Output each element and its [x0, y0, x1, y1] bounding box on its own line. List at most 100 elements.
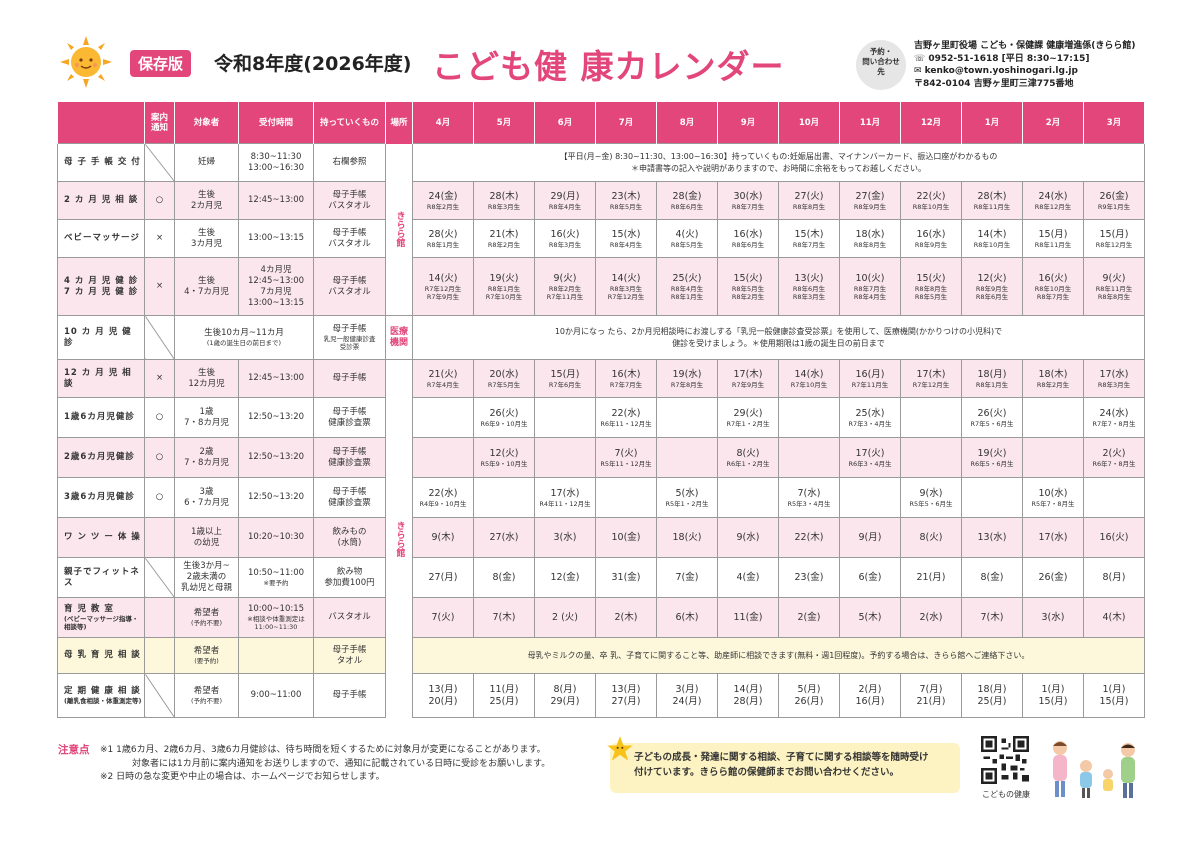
date-text: 25(水) [855, 407, 885, 419]
birth-month-text: R8年6月生 [670, 202, 704, 211]
time-cell: 12:50~13:20 [238, 437, 314, 478]
date-text: 27(水) [489, 531, 519, 543]
date-text: 19(火) [977, 447, 1007, 459]
date-text: 28(金) [672, 190, 702, 202]
date-text: 16(火) [550, 228, 580, 240]
notice-cell [144, 315, 175, 360]
birth-month-text: R8年9月生 [853, 202, 887, 211]
place-cell: きらら館 [385, 359, 413, 718]
column-header: 4月 [412, 101, 474, 144]
contact-info: 吉野ヶ里町役場 こども・保健課 健康増進係(きらら館) ☏ 0952-51-161… [914, 40, 1136, 90]
month-cell: 12(火) R8年9月生 R8年6月生 [961, 257, 1023, 316]
items-cell: 飲み物 参加費100円 [313, 557, 386, 598]
month-cell: 14(月) 28(月) [717, 673, 779, 718]
month-cell [412, 437, 474, 478]
row-name-text: 定 期 健 康 相 談 [64, 686, 141, 696]
month-cell: 7(火) R5年11・12月生 [595, 437, 657, 478]
keep-badge: 保存版 [130, 50, 192, 77]
birth-month-text: R7年5・6月生 [970, 419, 1014, 428]
table-row: 母 子 手 帳 交 付妊婦 8:30~11:30 13:00~16:30 右欄参照き… [57, 143, 1145, 316]
birth-month-text: R8年8月生 [792, 202, 826, 211]
date-text: 14(木) [977, 228, 1007, 240]
birth-month-text: R8年3月生 [1097, 380, 1131, 389]
date-text: 18(月) 25(月) [977, 683, 1007, 707]
target-cell: 生後3か月~ 2歳未満の 乳幼児と母親 [174, 557, 239, 598]
time-cell: 10:00~10:15 ※相談や体重測定は11:00~11:30 [238, 597, 314, 638]
row-name: 3歳6カ月児健診 [57, 477, 145, 518]
month-cell: 8(火) R6年1・2月生 [717, 437, 779, 478]
contact-circle-line: 問い合わせ [862, 57, 900, 66]
contact-circle: 予約・ 問い合わせ先 [856, 40, 906, 90]
time-sub: ※要予約 [263, 579, 289, 587]
month-cell [778, 397, 840, 438]
month-cell: 13(水) [961, 517, 1023, 558]
birth-month-text: R8年1月生 [426, 240, 460, 249]
month-cell: 2 (火) [534, 597, 596, 638]
month-cell: 8(金) [961, 557, 1023, 598]
date-text: 8(金) [492, 571, 516, 583]
date-text: 18(木) [1038, 368, 1068, 380]
birth-month-text: R5年7・8月生 [1031, 499, 1075, 508]
date-text: 22(水) [611, 407, 641, 419]
month-cell [473, 477, 535, 518]
birth-month-text: R8年3月生 R7年12月生 [607, 284, 645, 301]
month-cell: 17(木) R7年12月生 [900, 359, 962, 398]
date-text: 11(金) [733, 611, 763, 623]
month-cell: 18(月) 25(月) [961, 673, 1023, 718]
row-name-text: 育 児 教 室 [64, 604, 114, 614]
month-cell: 2(金) [778, 597, 840, 638]
date-text: 8(月) 29(月) [550, 683, 580, 707]
month-cell: 8(金) [473, 557, 535, 598]
month-cell: 15(水) R8年4月生 [595, 219, 657, 258]
date-text: 2(水) [919, 611, 943, 623]
month-cell: 24(水) R8年12月生 [1022, 181, 1084, 220]
date-text: 29(月) [550, 190, 580, 202]
fiscal-year: 令和8年度(2026年度) [214, 53, 412, 75]
time-cell: 9:00~11:00 [238, 673, 314, 718]
month-cell: 21(木) R8年2月生 [473, 219, 535, 258]
date-text: 1(月) 15(月) [1038, 683, 1068, 707]
date-text: 2(火) [1102, 447, 1126, 459]
birth-month-text: R8年6月生 R8年3月生 [792, 284, 826, 301]
date-text: 15(月) [550, 368, 580, 380]
month-cell: 16(月) R7年11月生 [839, 359, 901, 398]
date-text: 5(月) 26(月) [794, 683, 824, 707]
row-name: 12 カ 月 児 相 談 [57, 359, 145, 398]
date-text: 13(火) [794, 272, 824, 284]
date-text: 7(木) [980, 611, 1004, 623]
month-cell: 15(月) R8年12月生 [1083, 219, 1145, 258]
birth-month-text: R8年7月生 [792, 240, 826, 249]
table-row: 2 カ 月 児 相 談 ○ 生後 2カ月児 12:45~13:00 母子手帳 バスタオル… [57, 181, 1145, 220]
target-sub: (予約不要) [190, 619, 223, 627]
time-cell: 10:50~11:00 ※要予約 [238, 557, 314, 598]
date-text: 1(月) 15(月) [1099, 683, 1129, 707]
month-cell: 18(木) R8年2月生 [1022, 359, 1084, 398]
month-cell: 13(月) 27(月) [595, 673, 657, 718]
date-text: 14(火) [428, 272, 458, 284]
notice-cell [144, 143, 175, 182]
column-header: 場所 [385, 101, 413, 144]
target-cell: 希望者 (予約不要) [174, 597, 239, 638]
date-text: 16(火) [1038, 272, 1068, 284]
table-row: ベビーマッサージ × 生後 3カ月児 13:00~13:15 母子手帳 バスタオル 28(… [57, 219, 1145, 258]
month-cell: 16(火) R8年3月生 [534, 219, 596, 258]
date-text: 2 (火) [552, 611, 578, 623]
month-cell: 14(木) R8年10月生 [961, 219, 1023, 258]
month-cell: 17(水) R8年3月生 [1083, 359, 1145, 398]
month-cell [1022, 397, 1084, 438]
birth-month-text: R5年9・10月生 [480, 459, 528, 468]
birth-month-text: R6年3・4月生 [848, 459, 892, 468]
month-cell: 10(水) R5年7・8月生 [1022, 477, 1084, 518]
column-header: 8月 [656, 101, 718, 144]
table-row: 4 カ 月 児 健 診 7 カ 月 児 健 診 × 生後 4・7カ月児 4カ月児 12… [57, 257, 1145, 316]
month-cell: 19(火) R8年1月生 R7年10月生 [473, 257, 535, 316]
date-text: 16(水) [733, 228, 763, 240]
date-text: 7(火) [614, 447, 638, 459]
month-cell: 19(水) R7年8月生 [656, 359, 718, 398]
qr-code-icon[interactable] [981, 736, 1029, 784]
items-cell: 飲みもの (水筒) [313, 517, 386, 558]
month-cell: 18(月) R8年1月生 [961, 359, 1023, 398]
date-text: 15(水) [611, 228, 641, 240]
target-cell: 1歳 7・8カ月児 [174, 397, 239, 438]
date-text: 27(月) [428, 571, 458, 583]
